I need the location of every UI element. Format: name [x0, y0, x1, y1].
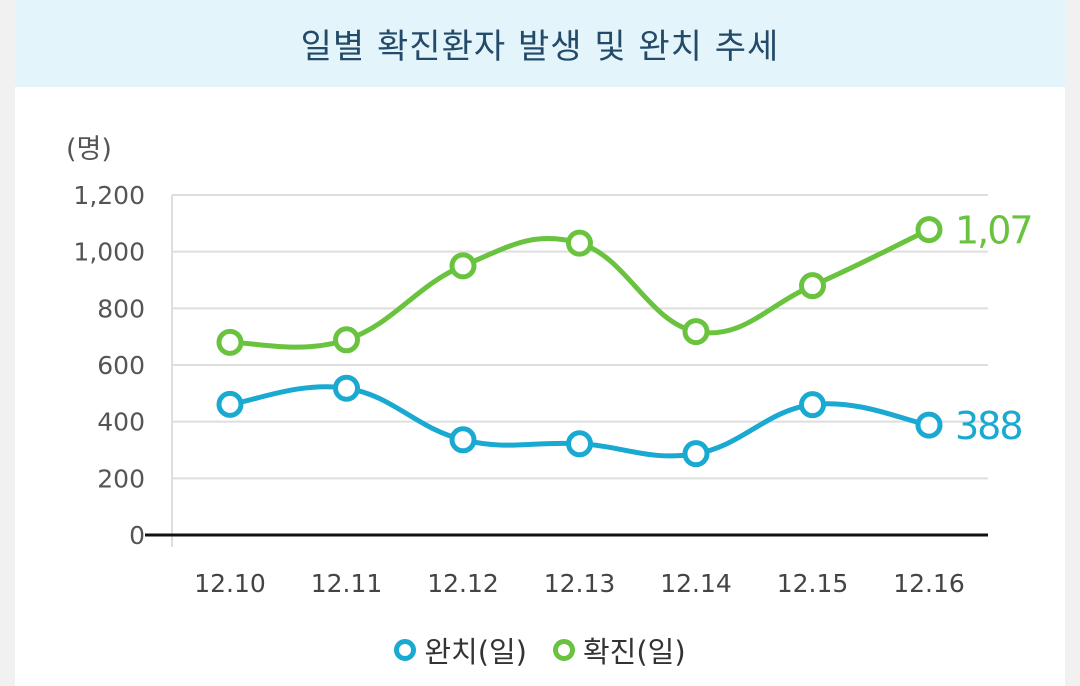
- data-point-recovered: [915, 411, 943, 439]
- end-value-label-recovered: 388: [955, 404, 1022, 448]
- data-point-confirmed: [333, 326, 360, 354]
- chart-title: 일별 확진환자 발생 및 완치 추세: [300, 27, 780, 67]
- x-tick-label: 12.14: [660, 569, 732, 598]
- y-axis-unit-label: (명): [66, 134, 112, 165]
- data-point-confirmed: [216, 328, 244, 356]
- chart-card: 일별 확진환자 발생 및 완치 추세: [15, 0, 1065, 686]
- y-tick-label: 0: [129, 521, 145, 550]
- legend-recovered-label: 완치(일): [424, 635, 527, 669]
- x-tick-label: 12.11: [311, 569, 383, 598]
- data-point-recovered: [449, 426, 477, 454]
- legend-confirmed-label: 확진(일): [583, 635, 686, 669]
- data-point-recovered: [333, 374, 360, 402]
- y-tick-label: 600: [97, 351, 145, 380]
- legend-recovered-marker-icon: [394, 639, 417, 661]
- x-tick-label: 12.13: [544, 569, 616, 598]
- data-point-confirmed: [915, 216, 943, 244]
- y-tick-label: 400: [97, 408, 145, 437]
- data-point-recovered: [566, 430, 593, 458]
- x-tick-label: 12.10: [194, 569, 266, 598]
- legend: 완치(일) 확진(일): [0, 625, 1080, 675]
- y-tick-label: 1,200: [73, 181, 145, 210]
- data-point-confirmed: [682, 318, 710, 346]
- data-point-recovered: [216, 390, 244, 418]
- data-point-recovered: [799, 391, 826, 419]
- data-point-confirmed: [449, 252, 477, 280]
- y-tick-label: 200: [97, 464, 145, 493]
- data-point-confirmed: [566, 229, 593, 257]
- legend-confirmed-marker-icon: [553, 639, 575, 661]
- legend-item-confirmed[interactable]: 확진(일): [553, 629, 686, 671]
- x-tick-label: 12.16: [893, 569, 965, 598]
- data-point-confirmed: [799, 272, 826, 300]
- title-bar: 일별 확진환자 발생 및 완치 추세: [15, 0, 1065, 87]
- y-tick-label: 1,000: [73, 238, 145, 267]
- legend-item-recovered[interactable]: 완치(일): [394, 629, 527, 671]
- data-point-recovered: [682, 440, 710, 468]
- end-value-label-confirmed: 1,07: [955, 209, 1032, 253]
- y-tick-label: 800: [97, 294, 145, 323]
- x-tick-label: 12.15: [777, 569, 849, 598]
- x-tick-label: 12.12: [427, 569, 499, 598]
